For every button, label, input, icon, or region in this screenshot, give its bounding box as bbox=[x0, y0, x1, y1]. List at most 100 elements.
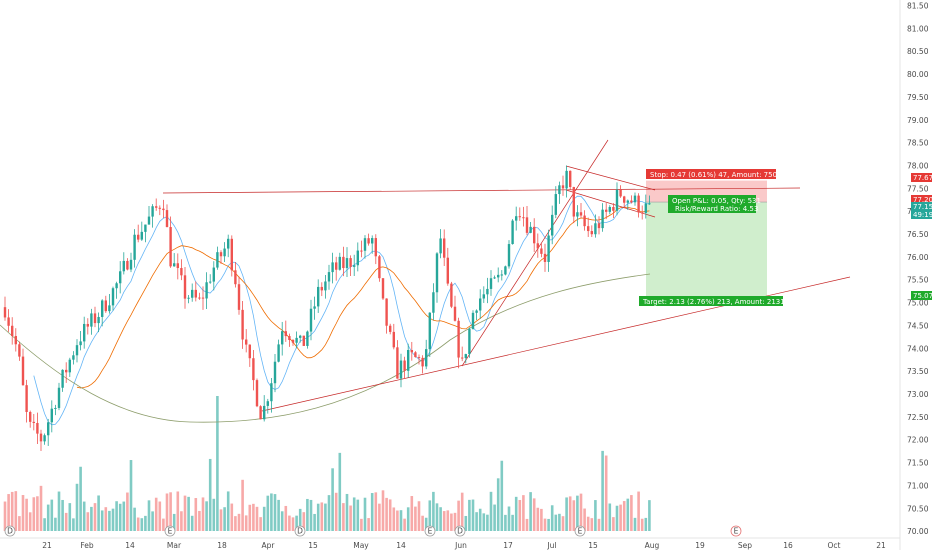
volume-bar bbox=[252, 503, 255, 531]
volume-bar bbox=[565, 497, 568, 531]
candle-body bbox=[151, 206, 154, 217]
wedge-upper-line bbox=[565, 165, 656, 191]
candle-body bbox=[396, 347, 399, 379]
candle-body bbox=[313, 306, 316, 309]
candle-body bbox=[453, 306, 457, 321]
volume-bar bbox=[302, 512, 306, 531]
candle-body bbox=[68, 359, 71, 373]
volume-bar bbox=[352, 497, 356, 531]
volume-bar bbox=[486, 514, 489, 531]
time-tick-label: May bbox=[353, 541, 369, 550]
candle-body bbox=[399, 360, 403, 379]
volume-bar bbox=[284, 505, 288, 531]
volume-bar bbox=[295, 515, 298, 531]
volume-bar bbox=[147, 500, 151, 531]
position-labels[interactable]: Stop: 0.47 (0.61%) 47, Amount: 750.43 Op… bbox=[639, 169, 796, 306]
volume-bar bbox=[586, 516, 590, 531]
candle-body bbox=[133, 234, 136, 260]
candle-body bbox=[147, 216, 151, 225]
candle-body bbox=[605, 209, 608, 212]
candle-body bbox=[432, 292, 435, 313]
volume-bar bbox=[547, 518, 550, 531]
candle-body bbox=[248, 344, 251, 359]
candle-body bbox=[385, 298, 388, 326]
volume-bar bbox=[108, 510, 111, 531]
volume-bar bbox=[633, 517, 637, 531]
time-axis[interactable]: 21 Feb 14 Mar 18 Apr 15 May 14 Jun 17 Jul 15 Aug 19 Sep… bbox=[0, 537, 900, 550]
event-marker-label: E bbox=[734, 527, 739, 536]
volume-bar bbox=[136, 517, 140, 531]
volume-bar bbox=[212, 498, 216, 531]
candle-body bbox=[237, 284, 241, 310]
candle-body bbox=[569, 170, 572, 188]
candle-body bbox=[302, 335, 305, 346]
candle-body bbox=[356, 250, 359, 266]
volume-bar bbox=[464, 515, 468, 531]
volume-bar bbox=[277, 499, 280, 531]
volume-bar bbox=[604, 455, 608, 531]
volume-bar bbox=[46, 504, 50, 531]
candle-body bbox=[363, 238, 367, 251]
event-marker-label: E bbox=[428, 527, 433, 536]
volume-bar bbox=[288, 515, 291, 531]
volume-bar bbox=[180, 511, 183, 531]
time-tick-label: Jun bbox=[454, 541, 467, 550]
volume-bar bbox=[201, 497, 205, 531]
candle-body bbox=[540, 248, 543, 254]
candle-body bbox=[417, 357, 421, 359]
volume-bar bbox=[637, 491, 640, 531]
candle-body bbox=[360, 250, 363, 252]
candle-body bbox=[608, 206, 611, 212]
time-tick-label: 19 bbox=[695, 541, 705, 550]
price-axis[interactable]: 81.50 81.00 80.50 80.00 79.50 79.00 78.50 78.00… bbox=[899, 0, 929, 550]
volume-bar bbox=[64, 512, 68, 531]
time-tick-label: 21 bbox=[42, 541, 52, 550]
event-marker bbox=[4, 525, 16, 537]
time-tick-label: 14 bbox=[125, 541, 135, 550]
candle-body bbox=[533, 226, 536, 244]
price-tick-label: 80.50 bbox=[907, 47, 929, 56]
candle-body bbox=[594, 223, 597, 235]
volume-bar bbox=[313, 513, 316, 531]
time-tick-label: 15 bbox=[588, 541, 598, 550]
candle-body bbox=[547, 235, 550, 262]
candle-body bbox=[194, 289, 197, 298]
candle-body bbox=[25, 385, 28, 412]
candle-body bbox=[583, 215, 586, 227]
volume-bar bbox=[363, 497, 367, 531]
candle-body bbox=[119, 271, 122, 284]
candle-body bbox=[648, 203, 651, 205]
volume-bar bbox=[450, 513, 453, 531]
candle-body bbox=[623, 196, 626, 203]
candle-body bbox=[633, 195, 637, 203]
volume-bar bbox=[417, 501, 421, 531]
volume-bar bbox=[648, 500, 651, 531]
candle-body bbox=[551, 214, 554, 236]
candle-body bbox=[47, 422, 50, 436]
candle-body bbox=[374, 238, 377, 257]
target-label: Target: 2.13 (2.76%) 213, Amount: 2131.0… bbox=[642, 298, 796, 306]
price-tick-label: 73.00 bbox=[907, 390, 929, 399]
volume-bar bbox=[428, 500, 432, 531]
volume-bar bbox=[122, 501, 126, 531]
candle-body bbox=[561, 185, 565, 189]
candle-body bbox=[414, 352, 417, 358]
resistance-line bbox=[162, 187, 801, 194]
volume-bar bbox=[500, 460, 504, 531]
price-tick-label: 70.50 bbox=[907, 504, 929, 513]
candle-body bbox=[381, 278, 385, 299]
volume-bar bbox=[432, 491, 435, 531]
volume-bar bbox=[356, 499, 360, 531]
candle-body bbox=[579, 212, 583, 216]
volume-bar bbox=[90, 506, 93, 531]
volume-bar bbox=[97, 495, 100, 531]
volume-bar bbox=[496, 478, 500, 531]
candle-body bbox=[29, 411, 32, 422]
volume-bar bbox=[475, 512, 478, 531]
candle-body bbox=[173, 263, 176, 267]
volume-bar bbox=[7, 494, 10, 531]
candle-body bbox=[101, 300, 104, 317]
event-marker bbox=[164, 525, 176, 537]
volume-bar bbox=[39, 485, 43, 531]
